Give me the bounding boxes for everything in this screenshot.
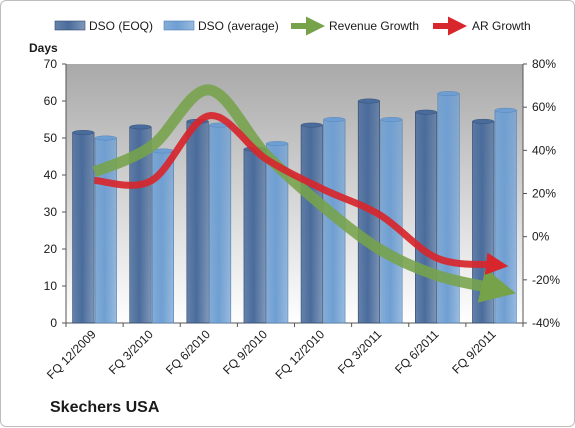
y2-tick-label: 20% bbox=[532, 187, 556, 201]
bar-dso-eoq bbox=[300, 124, 323, 324]
bar-cap bbox=[494, 107, 517, 113]
y-tick-label: 40 bbox=[44, 168, 58, 182]
bar-cap bbox=[415, 109, 438, 115]
bar-dso-eoq bbox=[415, 111, 438, 324]
y2-tick-label: 80% bbox=[532, 57, 556, 71]
y2-tick-label: -40% bbox=[532, 316, 560, 330]
legend-label: DSO (EOQ) bbox=[89, 19, 153, 33]
x-tick-label: FQ 3/2010 bbox=[106, 327, 156, 377]
bar-cap bbox=[380, 117, 403, 122]
x-tick-label: FQ 12/2009 bbox=[44, 327, 99, 382]
legend-swatch-dso-average bbox=[163, 20, 195, 31]
legend-label: DSO (average) bbox=[198, 19, 279, 33]
y-tick-label: 30 bbox=[44, 205, 58, 219]
y-tick-label: 0 bbox=[50, 316, 57, 330]
x-tick-label: FQ 6/2011 bbox=[392, 327, 442, 377]
y-tick-label: 70 bbox=[44, 57, 58, 71]
x-tick-label: FQ 6/2010 bbox=[163, 327, 213, 377]
y-tick-label: 20 bbox=[44, 242, 58, 256]
ar-growth-line bbox=[94, 112, 509, 275]
bar-cap bbox=[357, 98, 380, 104]
y-tick-label: 60 bbox=[44, 94, 58, 108]
x-tick-label: FQ 9/2010 bbox=[220, 327, 270, 377]
bar-cap bbox=[323, 117, 346, 122]
bar-cap bbox=[72, 130, 95, 135]
bar-dso-eoq bbox=[186, 121, 209, 324]
bar-cap bbox=[266, 141, 289, 146]
bar-cap bbox=[300, 122, 323, 128]
bar-cap bbox=[472, 118, 495, 124]
bar-dso-average bbox=[209, 124, 232, 324]
bar-cap bbox=[94, 135, 117, 141]
company-name: Skechers USA bbox=[50, 399, 160, 416]
legend-label: Revenue Growth bbox=[329, 19, 419, 33]
bar-dso-eoq bbox=[243, 148, 266, 324]
bar-dso-average bbox=[437, 93, 460, 324]
legend-swatch-dso-eoq bbox=[54, 20, 86, 31]
y2-tick-label: 0% bbox=[532, 230, 550, 244]
bar-dso-eoq bbox=[72, 132, 95, 324]
bar-cap bbox=[437, 91, 460, 97]
y2-tick-label: 60% bbox=[532, 100, 556, 114]
x-tick-label: FQ 3/2011 bbox=[335, 327, 385, 377]
y2-tick-label: -20% bbox=[532, 273, 560, 287]
y2-tick-label: 40% bbox=[532, 143, 556, 157]
bar-dso-average bbox=[494, 109, 517, 324]
y-tick-label: 50 bbox=[44, 131, 58, 145]
y-axis-title: Days bbox=[29, 41, 58, 55]
y-tick-label: 10 bbox=[44, 279, 58, 293]
legend-label: AR Growth bbox=[472, 19, 531, 33]
x-tick-label: FQ 12/2010 bbox=[272, 327, 327, 382]
bar-cap bbox=[129, 124, 152, 130]
x-tick-label: FQ 9/2011 bbox=[449, 327, 499, 377]
